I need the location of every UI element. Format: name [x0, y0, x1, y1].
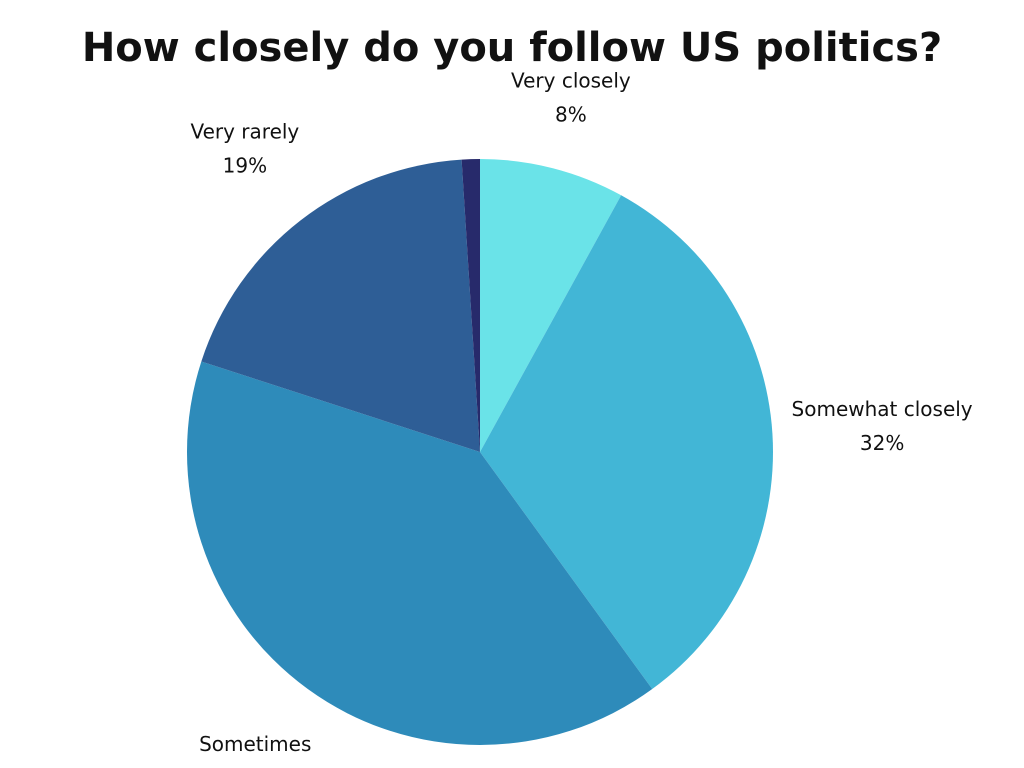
chart-title: How closely do you follow US politics? — [82, 25, 942, 71]
pie-slice — [480, 159, 622, 452]
pie-slice — [201, 159, 480, 452]
slice-label: Sometimes — [199, 732, 311, 756]
slice-value-label: 8% — [555, 103, 587, 127]
slice-value-label: 19% — [223, 153, 267, 177]
slice-value-label: 32% — [860, 431, 904, 455]
slice-label: Very closely — [511, 69, 631, 93]
pie-slice — [480, 195, 774, 690]
pie-slice — [186, 361, 653, 745]
pie-slice — [461, 159, 480, 452]
slice-label: Very rarely — [190, 119, 299, 143]
slice-label: Somewhat closely — [792, 397, 973, 421]
slice-value-label: 40% — [233, 766, 277, 768]
